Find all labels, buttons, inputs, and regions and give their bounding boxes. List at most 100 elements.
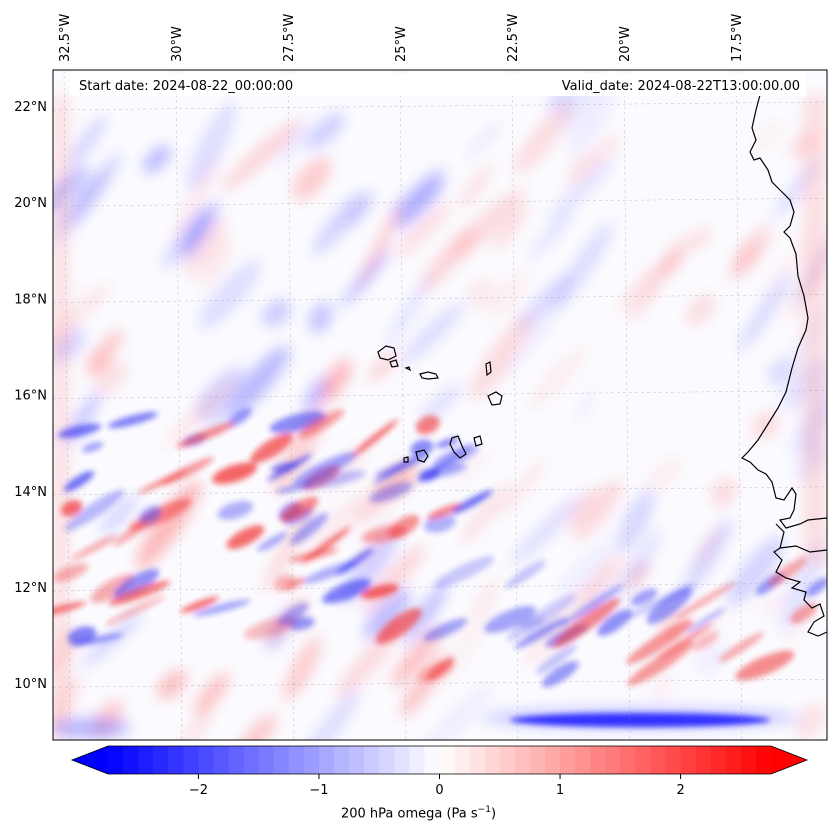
field-streak	[383, 275, 432, 351]
field-cell	[505, 560, 547, 589]
field-cell	[435, 437, 460, 448]
field-streak	[588, 134, 622, 167]
field-streak	[404, 583, 448, 644]
colorbar-step	[514, 746, 531, 774]
field-cell	[535, 644, 578, 675]
field-streak	[221, 118, 302, 192]
omega-field-detail	[53, 407, 827, 727]
colorbar-step	[590, 746, 606, 774]
field-streak	[569, 80, 616, 157]
field-streak	[781, 613, 811, 653]
field-cell	[250, 433, 293, 464]
meridian-line	[175, 70, 183, 740]
field-streak	[143, 145, 171, 174]
field-cell	[104, 596, 166, 626]
field-cell	[373, 455, 419, 485]
colorbar-step	[560, 746, 576, 774]
field-streak	[262, 503, 315, 593]
field-cell	[735, 650, 795, 681]
field-cell	[113, 569, 160, 599]
colorbar-max-extend	[771, 746, 807, 774]
latitude-labels: 22°N 20°N 18°N 16°N 14°N 12°N 10°N	[14, 100, 47, 692]
field-streak	[469, 313, 533, 400]
field-cell	[675, 581, 736, 619]
colorbar-step	[273, 746, 290, 774]
colorbar-tick-label: 2	[676, 783, 684, 798]
field-streak	[234, 714, 277, 740]
gridlines	[53, 70, 827, 740]
colorbar-step	[213, 746, 230, 774]
field-streak	[726, 535, 785, 607]
field-streak	[66, 115, 107, 169]
field-cell	[351, 419, 399, 458]
field-streak	[157, 670, 187, 700]
longitude-tick-label: 32.5°W	[58, 14, 73, 62]
west-edge-tint	[53, 95, 69, 740]
meridian-line	[399, 70, 407, 740]
field-streak	[198, 260, 261, 329]
field-cell	[423, 618, 468, 641]
colorbar-step	[349, 746, 365, 774]
field-streak	[308, 302, 333, 334]
field-streak	[681, 518, 734, 597]
colorbar-step	[258, 746, 275, 774]
field-cell	[451, 490, 493, 515]
field-cell	[279, 496, 319, 522]
field-streak	[463, 120, 504, 160]
field-streak	[363, 589, 411, 640]
colorbar-step	[379, 746, 395, 774]
colorbar-label: 200 hPa omega (Pa s−1)	[0, 805, 837, 821]
field-streak	[305, 112, 346, 150]
field-streak	[102, 329, 124, 355]
field-cell	[417, 660, 456, 683]
coastline	[740, 94, 827, 637]
colorbar-step	[635, 746, 651, 774]
colorbar-step	[364, 746, 380, 774]
meridian-line	[63, 70, 71, 740]
latitude-tick-label: 20°N	[14, 196, 47, 211]
field-cell	[434, 556, 495, 588]
field-cell	[336, 548, 374, 576]
field-streak	[419, 684, 493, 740]
omega-field	[53, 71, 827, 740]
field-streak	[574, 385, 598, 425]
latitude-tick-label: 10°N	[14, 677, 47, 692]
field-cell	[290, 513, 328, 545]
island-maio	[473, 435, 483, 447]
colorbar-step	[318, 746, 335, 774]
colorbar-step	[439, 746, 456, 774]
field-cell	[301, 526, 351, 564]
field-streak	[303, 375, 329, 414]
colorbar-step	[334, 746, 350, 774]
meridian-line	[511, 70, 519, 740]
field-cell	[416, 444, 472, 484]
field-cell	[71, 534, 118, 560]
field-cell	[426, 503, 464, 520]
island-santiago	[449, 435, 467, 459]
field-streak	[711, 477, 736, 508]
island-santa-luzia	[404, 366, 412, 372]
field-streak	[339, 248, 391, 309]
field-streak	[527, 213, 573, 260]
colorbar-step	[529, 746, 546, 774]
field-cell	[685, 607, 727, 633]
colorbar-min-extend	[72, 746, 108, 774]
field-cell	[646, 587, 693, 624]
field-cell	[180, 596, 219, 613]
field-streak	[444, 584, 499, 681]
field-cell	[274, 574, 296, 592]
field-streak	[283, 636, 322, 702]
colorbar-step	[484, 746, 501, 774]
field-cell	[484, 605, 536, 633]
annotation-background	[70, 73, 806, 96]
field-streak	[753, 120, 785, 153]
field-streak	[644, 456, 684, 493]
field-cell	[112, 520, 149, 547]
field-cell	[64, 489, 124, 531]
colorbar-step	[725, 746, 742, 774]
field-streak	[572, 479, 623, 541]
field-cell	[514, 617, 568, 649]
field-streak	[767, 358, 794, 386]
field-streak	[394, 202, 452, 258]
